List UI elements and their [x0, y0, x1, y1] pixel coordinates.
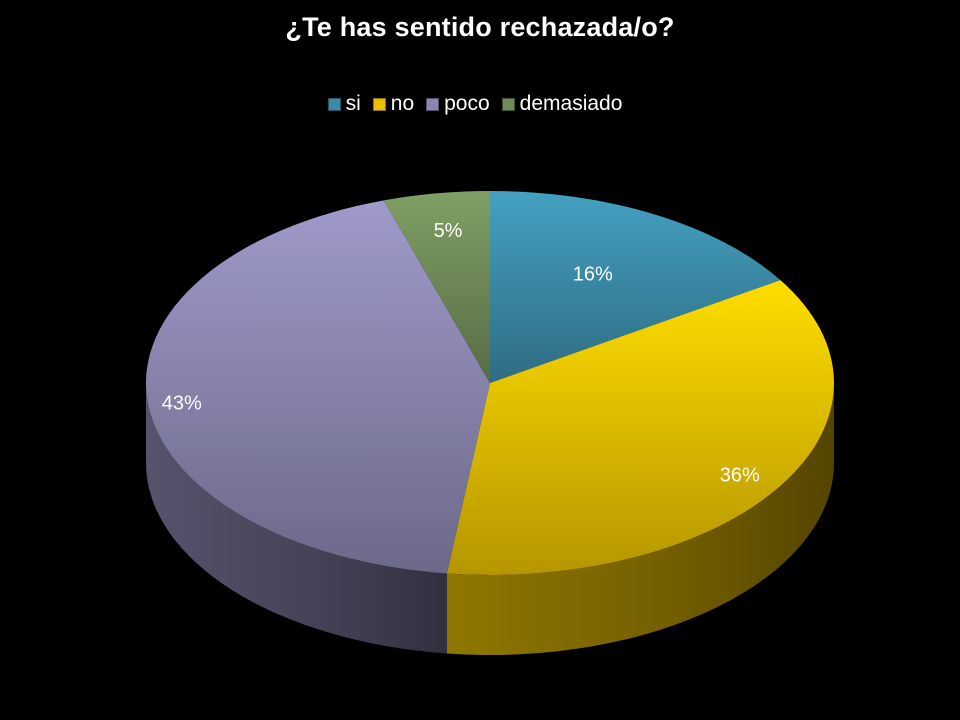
legend-swatch-demasiado — [501, 97, 515, 111]
data-label-no: 36% — [720, 464, 760, 486]
legend-label-no: no — [390, 92, 415, 115]
data-label-demasiado: 5% — [434, 220, 463, 242]
pie-labels: 16% 36% 43% 5% — [162, 220, 760, 486]
legend-label-poco: poco — [444, 92, 490, 115]
legend-label-demasiado: demasiado — [519, 92, 623, 115]
pie-sides — [146, 383, 834, 655]
pie-slice-poco — [145, 200, 490, 574]
pie-slice-si — [490, 191, 781, 383]
legend-item-demasiado: demasiado — [501, 92, 623, 116]
legend-swatch-no — [372, 97, 386, 111]
legend-swatch-si — [327, 97, 341, 111]
legend: si no poco demasiado — [0, 92, 960, 116]
pie-top — [145, 191, 835, 575]
pie-side-no — [446, 383, 834, 655]
pie-side-poco — [146, 383, 447, 654]
legend-label-si: si — [345, 92, 361, 115]
legend-item-poco: poco — [426, 92, 490, 116]
pie-slice-demasiado — [383, 191, 490, 383]
legend-swatch-poco — [426, 97, 440, 111]
data-label-poco: 43% — [162, 392, 202, 414]
data-label-si: 16% — [573, 264, 613, 286]
pie-slice-no — [446, 280, 835, 575]
legend-item-no: no — [372, 92, 415, 116]
chart-title: ¿Te has sentido rechazada/o? — [285, 12, 675, 42]
legend-item-si: si — [327, 92, 361, 116]
